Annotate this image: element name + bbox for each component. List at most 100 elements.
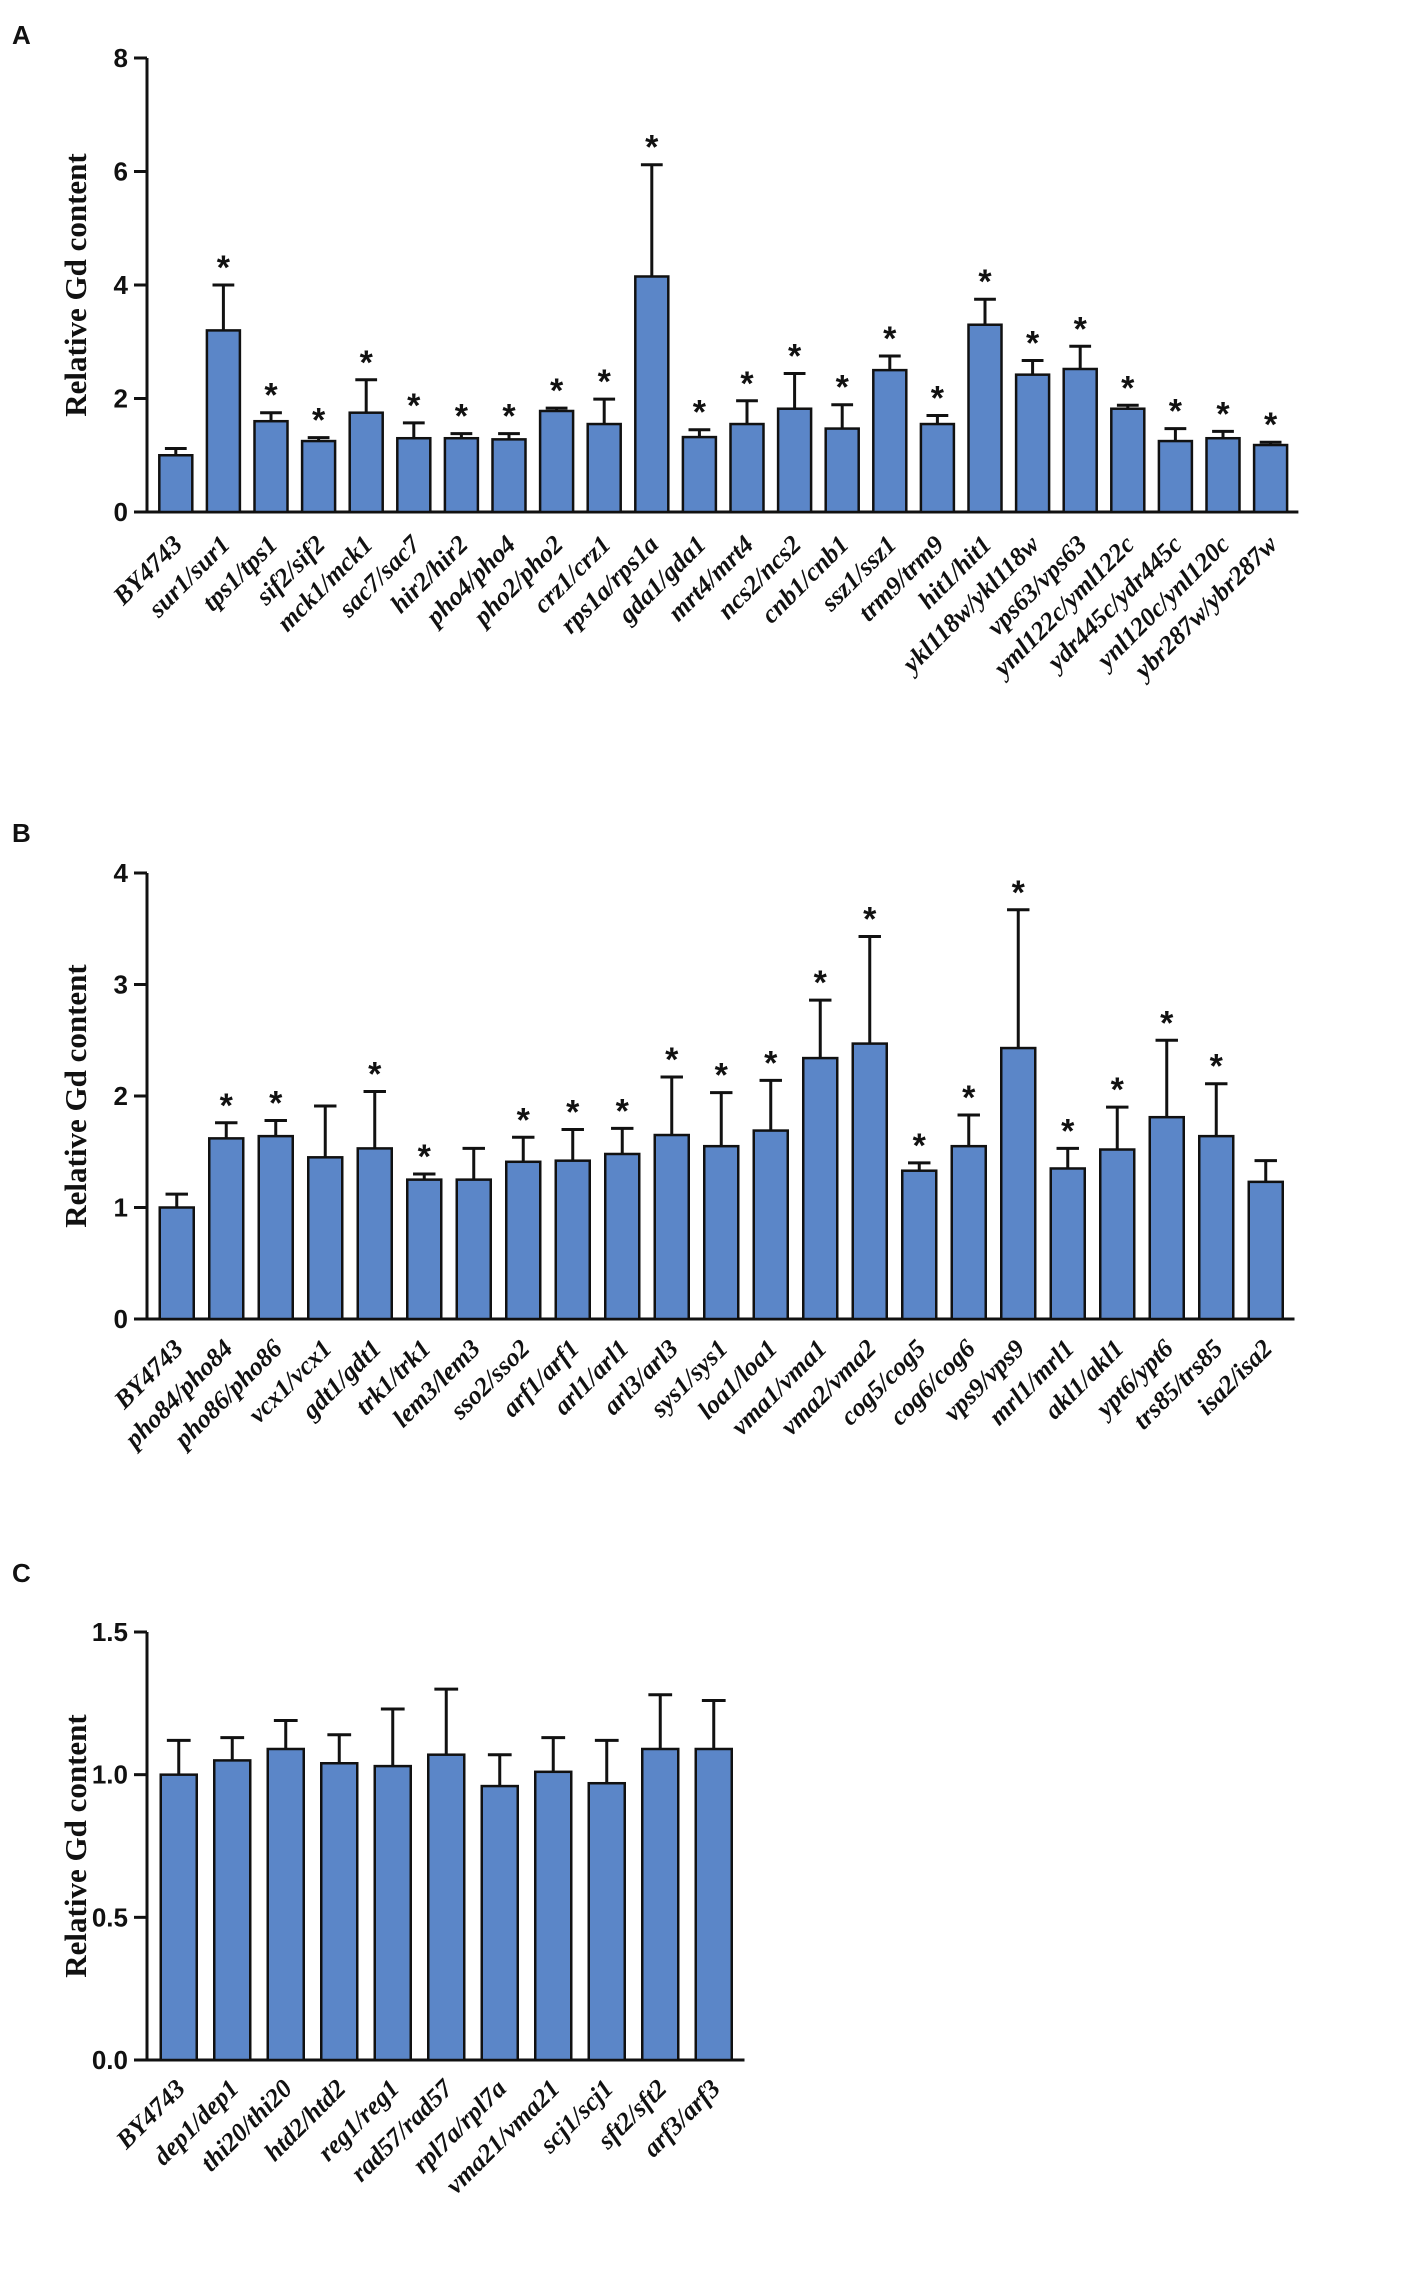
- y-tick-label: 6: [114, 157, 128, 187]
- bar: [307, 1156, 344, 1321]
- significance-star: *: [788, 338, 802, 376]
- panel-letter: A: [12, 20, 31, 50]
- bar: [1198, 1134, 1235, 1321]
- bar: [653, 1133, 690, 1321]
- significance-star: *: [517, 1101, 531, 1139]
- bar: [300, 439, 337, 514]
- significance-star: *: [836, 369, 850, 407]
- significance-star: *: [693, 394, 707, 432]
- significance-star: *: [962, 1079, 976, 1117]
- bar: [872, 368, 908, 514]
- bar: [1014, 373, 1051, 514]
- bar: [356, 1147, 393, 1321]
- significance-star: *: [645, 129, 659, 167]
- significance-star: *: [740, 365, 754, 403]
- bar: [1000, 1046, 1037, 1321]
- y-axis-label: Relative Gd content: [58, 964, 93, 1228]
- bar: [1205, 436, 1241, 514]
- significance-star: *: [616, 1092, 630, 1130]
- bar: [491, 438, 527, 514]
- bar: [802, 1056, 839, 1321]
- bar: [703, 1144, 740, 1321]
- significance-star: *: [1111, 1071, 1125, 1109]
- bar: [1247, 1180, 1284, 1321]
- bar: [641, 1747, 680, 2062]
- significance-star: *: [217, 249, 231, 287]
- bar: [1062, 367, 1098, 514]
- bar: [213, 1759, 252, 2062]
- significance-star: *: [665, 1041, 679, 1079]
- bar: [824, 427, 860, 514]
- significance-star: *: [1121, 369, 1135, 407]
- y-tick-label: 8: [114, 43, 128, 73]
- significance-star: *: [1061, 1112, 1075, 1150]
- bar: [443, 436, 480, 514]
- bar: [348, 411, 384, 514]
- significance-star: *: [715, 1057, 729, 1095]
- significance-star: *: [913, 1127, 927, 1165]
- y-tick-label: 1: [114, 1193, 128, 1223]
- bar: [257, 1134, 294, 1321]
- bar: [1110, 407, 1146, 514]
- significance-star: *: [418, 1138, 432, 1176]
- significance-star: *: [598, 363, 612, 401]
- bar: [604, 1152, 641, 1321]
- bar: [158, 1206, 195, 1321]
- bar: [505, 1160, 542, 1321]
- significance-star: *: [312, 402, 326, 440]
- significance-star: *: [550, 372, 564, 410]
- significance-star: *: [1074, 310, 1088, 348]
- bar: [851, 1042, 888, 1321]
- bar: [159, 1773, 198, 2062]
- bar: [427, 1753, 466, 2062]
- significance-star: *: [1216, 395, 1230, 433]
- bar: [266, 1747, 305, 2062]
- bar: [455, 1178, 492, 1321]
- bar: [554, 1159, 591, 1321]
- panel-letter: B: [12, 818, 31, 848]
- significance-star: *: [269, 1085, 283, 1123]
- bar: [1148, 1115, 1185, 1321]
- bar: [208, 1137, 245, 1321]
- bar: [681, 435, 718, 514]
- bar: [1099, 1148, 1136, 1321]
- bar: [205, 329, 242, 514]
- bar: [253, 419, 289, 514]
- y-tick-label: 0.0: [92, 2045, 128, 2075]
- y-tick-label: 2: [114, 384, 128, 414]
- panel-letter: C: [12, 1558, 31, 1588]
- significance-star: *: [1169, 393, 1183, 431]
- y-tick-label: 0: [114, 1304, 128, 1334]
- bar: [586, 422, 622, 514]
- significance-star: *: [502, 398, 516, 436]
- bar: [396, 436, 432, 514]
- y-axis-label: Relative Gd content: [58, 1714, 93, 1978]
- significance-star: *: [220, 1087, 234, 1125]
- significance-star: *: [1026, 324, 1040, 362]
- y-tick-label: 1.0: [92, 1760, 128, 1790]
- bar: [901, 1169, 938, 1321]
- bar: [634, 275, 670, 514]
- bar: [538, 409, 575, 514]
- significance-star: *: [814, 964, 828, 1002]
- significance-star: *: [360, 344, 374, 382]
- significance-star: *: [1210, 1048, 1224, 1086]
- bar: [158, 454, 194, 514]
- y-axis-label: Relative Gd content: [58, 153, 93, 417]
- y-tick-label: 0.5: [92, 1902, 128, 1932]
- significance-star: *: [863, 901, 877, 939]
- y-tick-label: 3: [114, 970, 128, 1000]
- significance-star: *: [368, 1056, 382, 1094]
- bar: [320, 1762, 359, 2062]
- bar: [534, 1770, 573, 2062]
- bar: [587, 1781, 626, 2062]
- bar: [776, 407, 813, 514]
- significance-star: *: [566, 1093, 580, 1131]
- bar: [752, 1129, 789, 1321]
- y-tick-label: 4: [114, 270, 129, 300]
- bar: [729, 422, 765, 514]
- significance-star: *: [264, 377, 278, 415]
- bar: [480, 1784, 519, 2062]
- y-tick-label: 1.5: [92, 1617, 128, 1647]
